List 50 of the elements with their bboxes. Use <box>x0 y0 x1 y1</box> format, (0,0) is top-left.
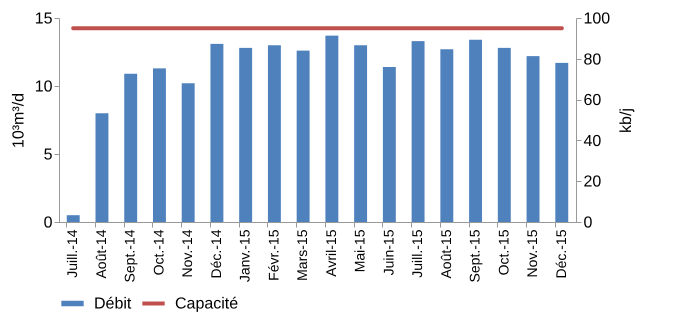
x-tick-label: Déc.-14 <box>208 229 224 279</box>
legend-label: Débit <box>94 296 132 312</box>
x-tick-label: Août-15 <box>438 229 454 279</box>
x-tick-label: Oct.-14 <box>150 229 166 276</box>
y-tick-label: 15 <box>34 10 53 28</box>
bar <box>95 113 108 222</box>
x-tick-label: Oct.-15 <box>495 229 512 276</box>
x-tick-label: Nov.-15 <box>524 229 540 278</box>
bar <box>124 74 138 222</box>
y2-tick-label: 0 <box>584 214 592 232</box>
y2-tick-label: 100 <box>584 10 610 28</box>
y2-axis-title: kb/j <box>618 108 636 133</box>
y2-tick-label: 20 <box>584 174 602 191</box>
bar <box>182 83 195 222</box>
legend-label: Capacité <box>175 296 238 312</box>
bar <box>354 45 368 222</box>
x-tick-label: Juill.-15 <box>409 229 426 278</box>
bar <box>66 215 80 222</box>
bar <box>498 48 511 222</box>
x-tick-label: Févr.-15 <box>265 229 282 281</box>
x-tick-label: Mai-15 <box>352 229 368 272</box>
bar <box>210 44 224 222</box>
bar <box>296 50 310 222</box>
bar <box>526 56 540 222</box>
x-tick-label: Mars-15 <box>294 229 310 281</box>
y2-tick-label: 60 <box>584 92 602 110</box>
x-tick-label: Juin-15 <box>380 229 396 276</box>
y2-tick-label: 80 <box>584 51 602 68</box>
y-tick-label: 10 <box>34 78 53 96</box>
bar <box>440 49 454 222</box>
x-tick-label: Nov.-14 <box>179 229 196 278</box>
x-tick-label: Août-14 <box>92 229 109 279</box>
bar <box>555 62 568 222</box>
bar <box>152 68 166 222</box>
bar <box>469 40 482 222</box>
x-tick-label: Janv.-15 <box>236 229 253 282</box>
x-tick-label: Sept.-15 <box>466 229 483 282</box>
bar <box>382 66 396 222</box>
bar <box>412 41 425 222</box>
y2-tick-label: 40 <box>584 132 602 150</box>
y-tick-label: 5 <box>44 146 53 164</box>
y-axis-title: 10³m³/d <box>10 92 28 148</box>
bar <box>268 45 281 222</box>
x-tick-label: Déc.-15 <box>552 229 569 279</box>
x-tick-label: Sept.-14 <box>122 229 138 282</box>
y-tick-label: 0 <box>44 214 53 232</box>
bar <box>325 36 338 222</box>
x-tick-label: Avril-15 <box>322 229 339 277</box>
bar <box>239 48 252 222</box>
x-tick-label: Juill.-14 <box>64 229 80 278</box>
